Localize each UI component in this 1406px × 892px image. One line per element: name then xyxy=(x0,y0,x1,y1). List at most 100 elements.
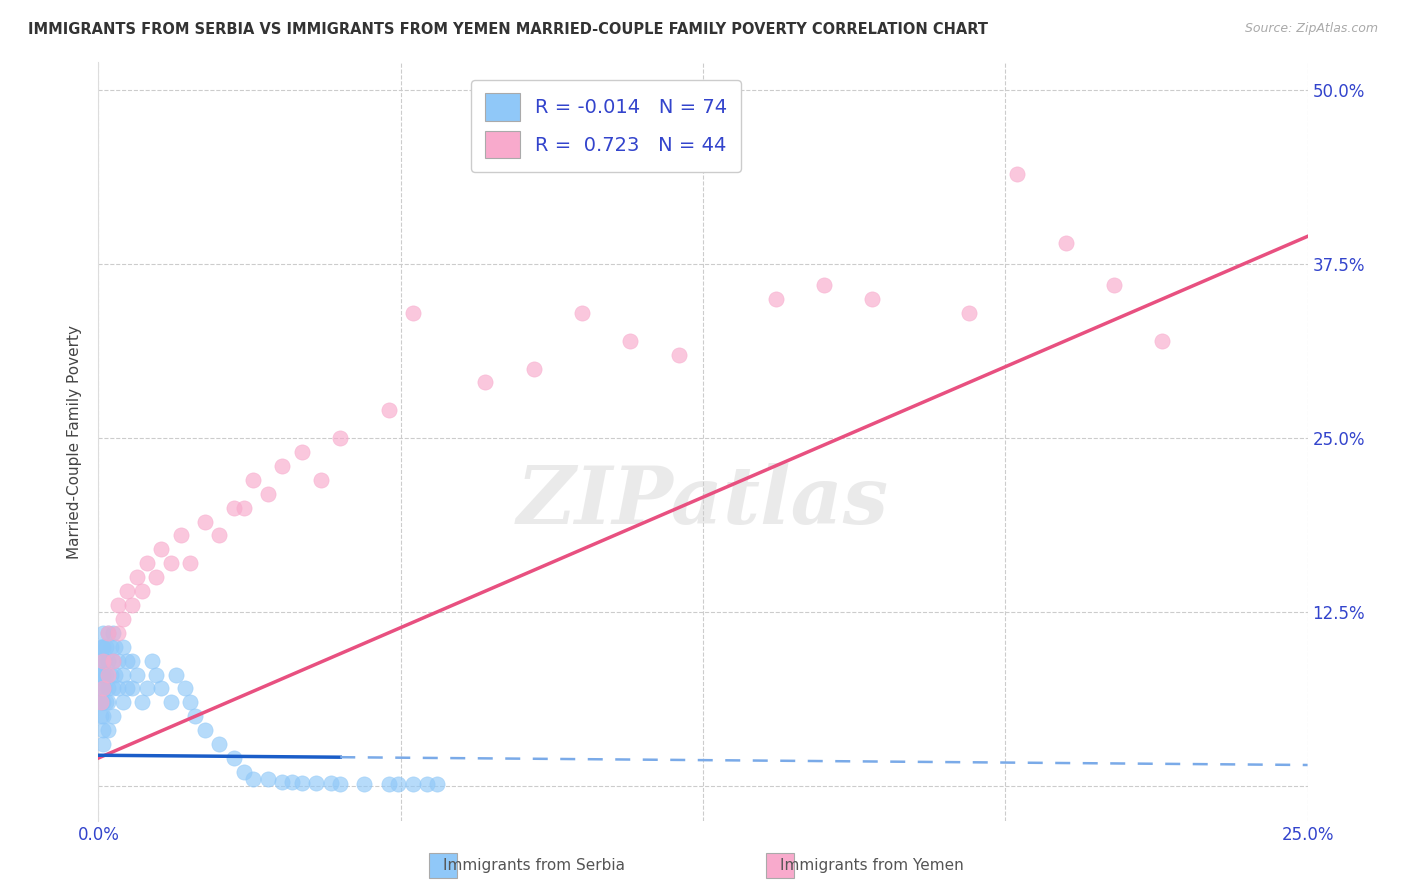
Point xyxy=(91,723,114,738)
Point xyxy=(474,376,496,390)
Point xyxy=(290,776,312,790)
Point xyxy=(121,654,143,668)
Point xyxy=(107,681,129,696)
Point xyxy=(377,777,399,791)
Point xyxy=(93,681,115,696)
Point xyxy=(1102,278,1125,293)
Point xyxy=(860,292,883,306)
Point xyxy=(290,445,312,459)
Point xyxy=(222,500,245,515)
Point xyxy=(329,431,352,445)
Point xyxy=(127,667,149,681)
Point xyxy=(222,751,245,765)
Point xyxy=(91,654,114,668)
Point xyxy=(184,709,207,723)
Point xyxy=(208,737,231,751)
Text: Immigrants from Yemen: Immigrants from Yemen xyxy=(780,858,963,872)
Point xyxy=(90,667,112,681)
Point xyxy=(90,695,112,709)
Point xyxy=(121,681,143,696)
Point xyxy=(90,695,112,709)
Point xyxy=(145,570,167,584)
Point xyxy=(101,709,124,723)
Point xyxy=(150,542,173,557)
Point xyxy=(90,709,112,723)
Point xyxy=(271,774,294,789)
Point xyxy=(91,681,114,696)
Point xyxy=(1007,167,1029,181)
Point xyxy=(97,723,120,738)
Point xyxy=(94,640,117,654)
Point xyxy=(194,515,217,529)
Point xyxy=(1152,334,1174,348)
Point xyxy=(117,654,139,668)
Point xyxy=(957,306,980,320)
Point xyxy=(131,584,153,599)
Point xyxy=(571,306,593,320)
Point xyxy=(127,570,149,584)
Point xyxy=(813,278,835,293)
Point xyxy=(100,640,122,654)
Point xyxy=(232,764,254,779)
Point xyxy=(93,654,115,668)
Point xyxy=(111,612,134,626)
Legend: R = -0.014   N = 74, R =  0.723   N = 44: R = -0.014 N = 74, R = 0.723 N = 44 xyxy=(471,79,741,172)
Point xyxy=(523,361,546,376)
Point xyxy=(281,774,304,789)
Point xyxy=(402,777,425,791)
Y-axis label: Married-Couple Family Poverty: Married-Couple Family Poverty xyxy=(67,325,83,558)
Point xyxy=(91,695,114,709)
Point xyxy=(305,776,328,790)
Point xyxy=(256,772,278,786)
Point xyxy=(91,709,114,723)
Point xyxy=(97,654,120,668)
Point xyxy=(107,625,129,640)
Point xyxy=(668,348,690,362)
Point xyxy=(91,681,114,696)
Point xyxy=(256,486,278,500)
Point xyxy=(141,654,163,668)
Text: ZIPatlas: ZIPatlas xyxy=(517,464,889,541)
Point xyxy=(97,667,120,681)
Point xyxy=(145,667,167,681)
Point xyxy=(90,681,112,696)
Point xyxy=(242,772,264,786)
Point xyxy=(91,667,114,681)
Point xyxy=(117,681,139,696)
Point xyxy=(377,403,399,417)
Point xyxy=(104,667,127,681)
Point xyxy=(387,777,409,791)
Point xyxy=(160,695,183,709)
Text: Source: ZipAtlas.com: Source: ZipAtlas.com xyxy=(1244,22,1378,36)
Point xyxy=(91,640,114,654)
Point xyxy=(329,777,352,791)
Point xyxy=(101,654,124,668)
Point xyxy=(101,681,124,696)
Point xyxy=(232,500,254,515)
Point xyxy=(160,556,183,570)
Point xyxy=(94,695,117,709)
Point xyxy=(179,556,201,570)
Point xyxy=(135,556,157,570)
Point xyxy=(91,640,114,654)
Point xyxy=(90,654,112,668)
Point xyxy=(135,681,157,696)
Point xyxy=(309,473,332,487)
Point xyxy=(97,625,120,640)
Point xyxy=(101,654,124,668)
Point xyxy=(1054,236,1077,251)
Point xyxy=(150,681,173,696)
Point xyxy=(402,306,425,320)
Point xyxy=(208,528,231,542)
Point xyxy=(117,584,139,599)
Point xyxy=(91,654,114,668)
Point xyxy=(91,737,114,751)
Point xyxy=(101,625,124,640)
Point xyxy=(426,777,449,791)
Point xyxy=(97,695,120,709)
Point xyxy=(100,667,122,681)
Point xyxy=(91,625,114,640)
Point xyxy=(179,695,201,709)
Point xyxy=(353,777,375,791)
Point xyxy=(107,598,129,612)
